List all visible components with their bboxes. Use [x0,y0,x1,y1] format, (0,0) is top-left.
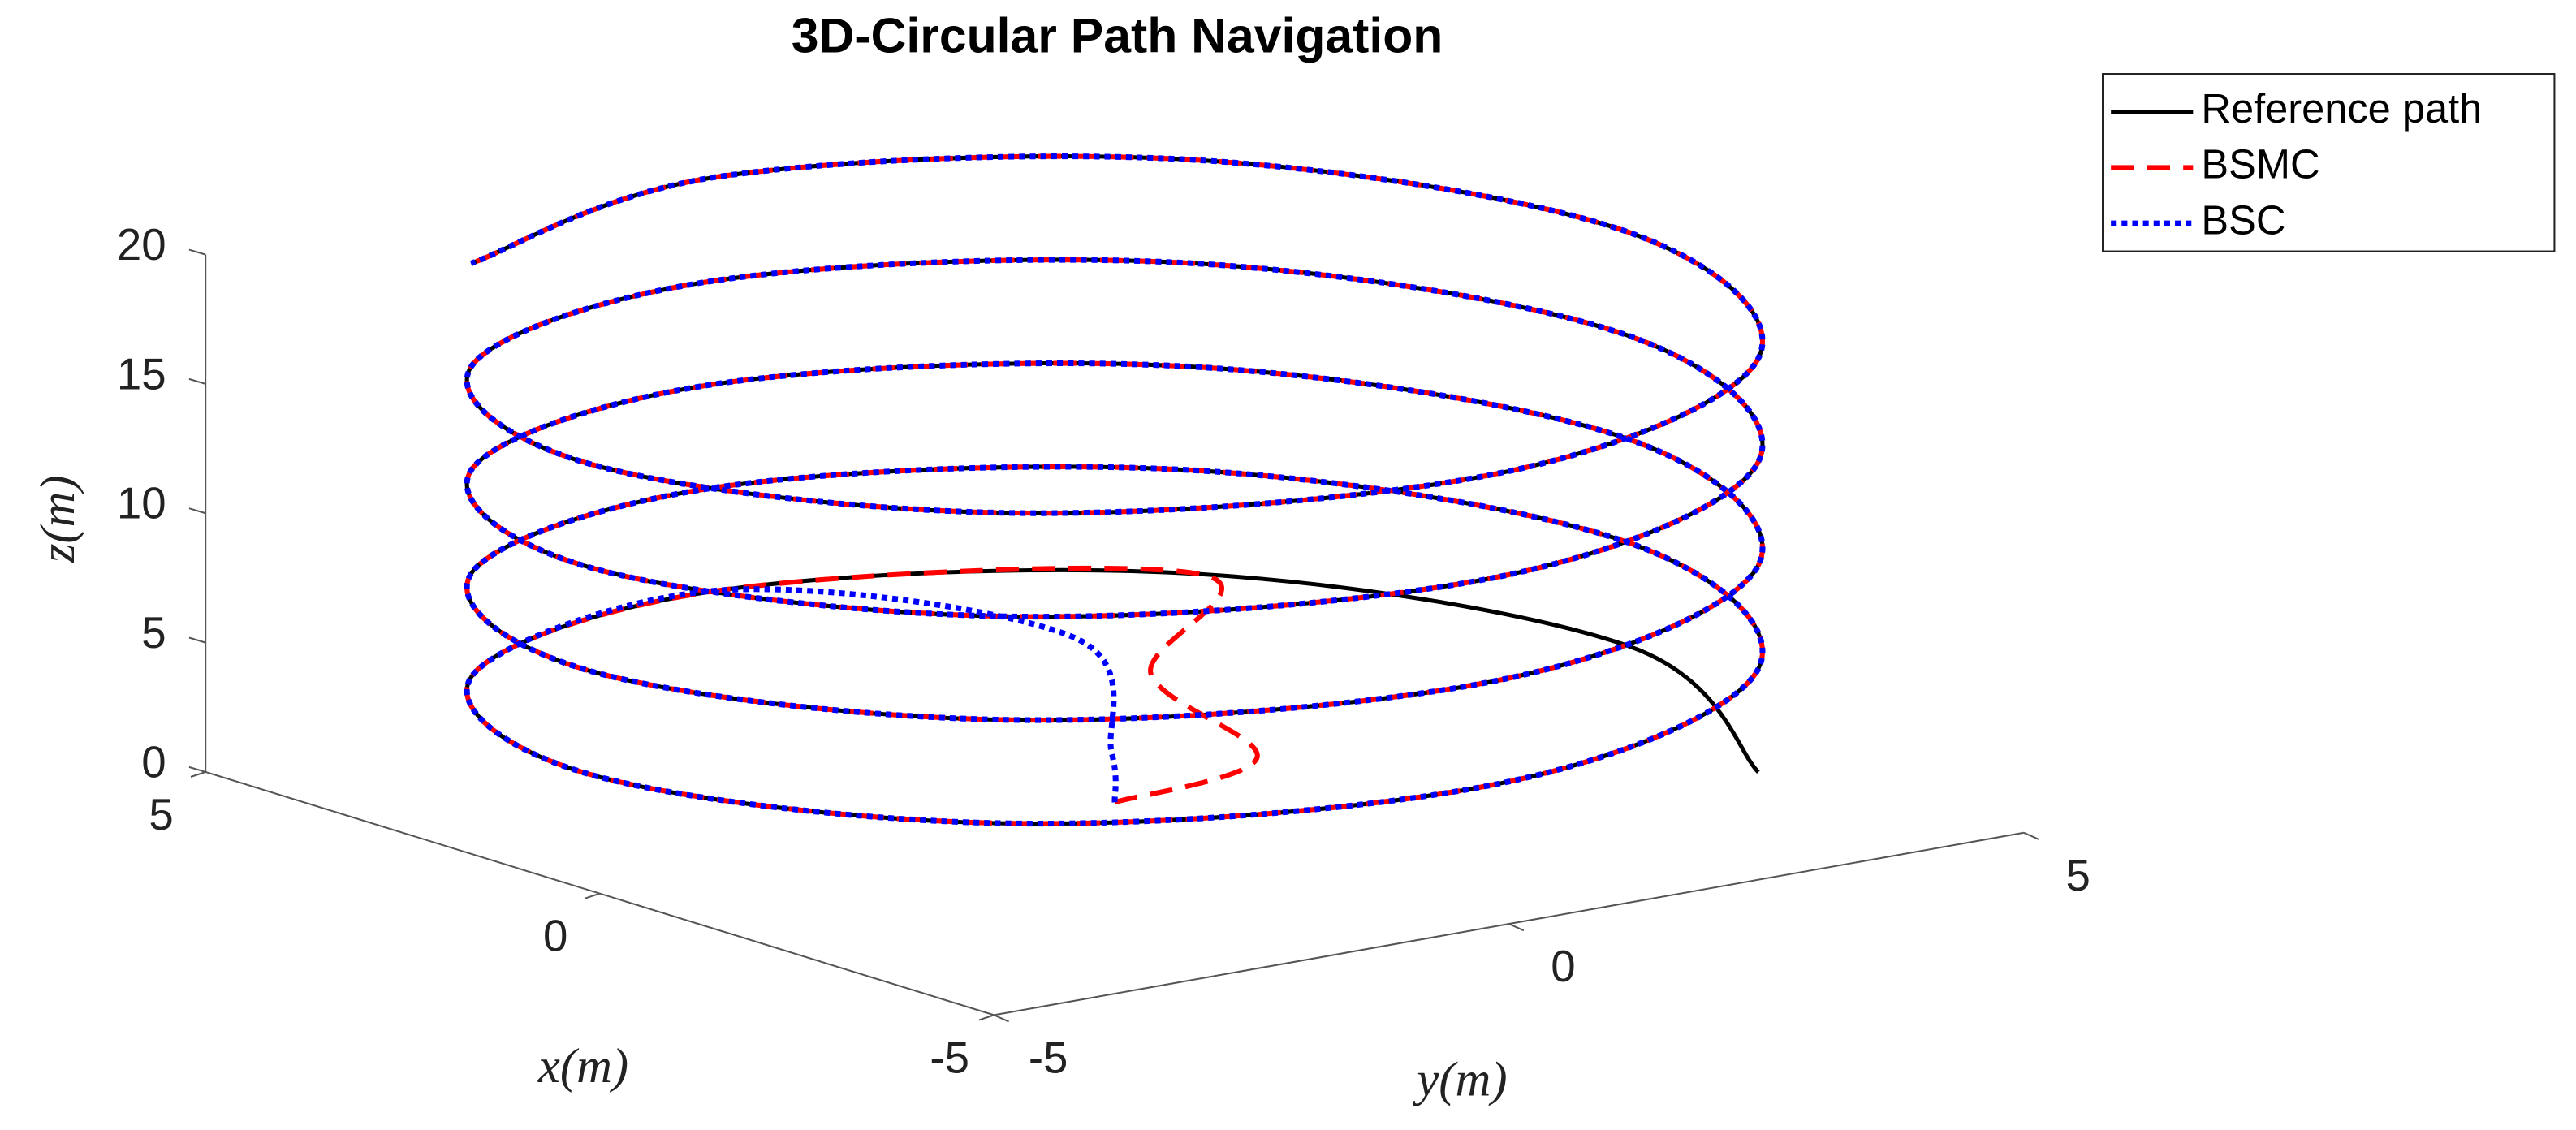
y-tick-label: 0 [1551,942,1575,991]
y-tick [2023,831,2039,840]
y-axis-label: y(m) [1412,1052,1507,1106]
z-tick [188,507,206,515]
x-tick [190,770,206,778]
x-tick [585,892,601,899]
series-line [464,153,1766,827]
z-tick [188,377,206,385]
z-tick [188,636,206,644]
y-tick [1508,923,1525,932]
y-tick-label: -5 [1029,1033,1068,1082]
z-tick-label: 20 [117,220,166,270]
z-tick [188,248,206,256]
legend-label: BSMC [2201,141,2319,188]
x-tick-label: 5 [149,790,173,839]
x-axis-label: x(m) [537,1039,628,1093]
y-axis-line [994,831,2025,1016]
chart-title: 3D-Circular Path Navigation [792,8,1443,63]
legend-label: BSC [2201,197,2285,244]
z-tick [188,766,206,773]
z-tick-label: 5 [141,608,166,658]
y-tick [993,1014,1009,1023]
x-tick-label: 0 [543,912,567,961]
z-tick-label: 15 [117,349,166,399]
x-tick [978,1014,995,1021]
z-tick-label: 0 [141,737,166,787]
z-axis-label: z(m) [31,475,85,563]
x-tick-label: -5 [930,1033,969,1082]
z-tick-label: 10 [117,479,166,528]
y-tick-label: 5 [2065,851,2090,900]
legend-label: Reference path [2201,85,2482,132]
